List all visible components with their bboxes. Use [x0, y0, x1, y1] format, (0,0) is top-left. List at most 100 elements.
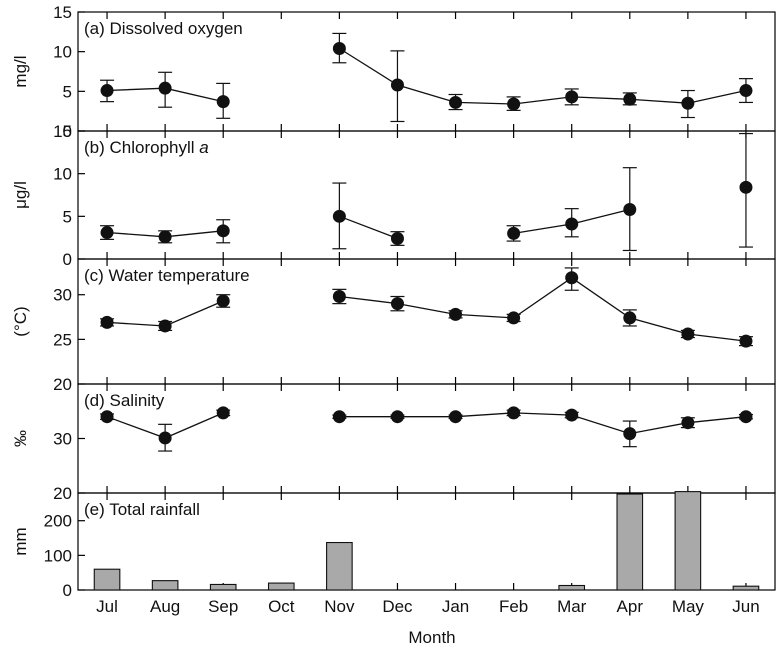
data-point	[449, 410, 463, 424]
data-point	[390, 232, 404, 246]
data-point	[100, 84, 114, 98]
data-point	[739, 180, 753, 194]
x-tick-label: Feb	[499, 597, 528, 616]
data-point	[681, 96, 695, 110]
y-tick-label: 5	[63, 207, 72, 226]
y-tick-label: 30	[53, 286, 72, 305]
rainfall-bar	[558, 584, 586, 591]
data-point	[216, 294, 230, 308]
panel-title: (a) Dissolved oxygen	[84, 19, 243, 38]
data-point	[507, 226, 521, 240]
x-axis: Jul Aug Sep Oct Nov Dec Jan Feb Mar Apr May Jun	[96, 597, 759, 616]
panel-title: (c) Water temperature	[84, 266, 250, 285]
data-point	[565, 90, 579, 104]
data-point	[332, 209, 346, 223]
data-point	[216, 224, 230, 238]
data-point	[507, 406, 521, 420]
y-tick-label: 0	[63, 250, 72, 269]
rainfall-bar	[151, 580, 179, 591]
data-point	[623, 311, 637, 325]
x-tick-label: Dec	[382, 597, 413, 616]
y-tick-label: 200	[44, 512, 72, 531]
data-point	[565, 408, 579, 422]
data-point	[158, 81, 172, 95]
data-point	[623, 92, 637, 106]
data-point	[158, 319, 172, 333]
data-point	[623, 427, 637, 441]
x-tick-label: Nov	[324, 597, 355, 616]
x-tick-label: Sep	[208, 597, 238, 616]
data-point	[739, 84, 753, 98]
data-point	[565, 217, 579, 231]
panel-frame	[77, 383, 776, 494]
series-line	[339, 47, 747, 105]
y-axis-label: mm	[11, 527, 30, 555]
panel-e: 0 100 200 (e) Total rainfall mm	[11, 491, 776, 600]
rainfall-bar	[93, 568, 121, 591]
y-tick-label: 30	[53, 430, 72, 449]
panel-title: (d) Salinity	[84, 391, 165, 410]
x-tick-label: Jul	[96, 597, 118, 616]
panel-title-text: (c) Water temperature	[84, 266, 250, 285]
rainfall-bar	[326, 541, 353, 591]
y-tick-label: 100	[44, 546, 72, 565]
rainfall-bar	[267, 582, 295, 591]
data-point	[332, 410, 346, 424]
data-point	[449, 95, 463, 109]
data-point	[739, 334, 753, 348]
data-point	[507, 311, 521, 325]
x-tick-label: Jan	[442, 597, 469, 616]
data-point	[100, 315, 114, 329]
x-tick-label: Jun	[732, 597, 759, 616]
y-axis-label: (°C)	[11, 306, 30, 336]
rainfall-bar	[209, 583, 237, 591]
data-point	[739, 410, 753, 424]
data-point	[449, 307, 463, 321]
data-point	[158, 230, 172, 244]
data-point	[681, 327, 695, 341]
rainfall-bar	[732, 585, 760, 591]
panel-d: 20 30 (d) Salinity ‰	[11, 383, 776, 503]
series-line	[339, 277, 747, 342]
y-tick-label: 20	[53, 484, 72, 503]
y-tick-label: 15	[53, 3, 72, 22]
x-tick-label: Aug	[150, 597, 180, 616]
x-tick-label: Oct	[268, 597, 295, 616]
data-point	[100, 410, 114, 424]
panel-a: 0 5 10 15 (a) Dissolved oxygen mg/l	[11, 3, 776, 141]
panel-title: (b) Chlorophyll a	[84, 138, 209, 157]
data-point	[332, 41, 346, 55]
data-point	[507, 97, 521, 111]
y-tick-label: 10	[53, 43, 72, 62]
panel-frame	[77, 492, 776, 591]
data-point	[390, 78, 404, 92]
y-tick-label: 25	[53, 330, 72, 349]
rainfall-bar	[616, 493, 644, 591]
data-point	[332, 290, 346, 303]
panel-title-text: (e) Total rainfall	[84, 500, 200, 519]
x-tick-label: May	[672, 597, 705, 616]
data-point	[100, 226, 114, 240]
panel-title-text: (d) Salinity	[84, 391, 165, 410]
y-tick-label: 15	[53, 122, 72, 141]
panel-title-text: (b) Chlorophyll	[84, 138, 199, 157]
data-point	[390, 410, 404, 424]
y-axis-label: μg/l	[11, 181, 30, 209]
y-tick-label: 0	[63, 122, 72, 141]
y-axis-label: ‰	[11, 430, 30, 447]
series-line	[339, 412, 747, 435]
panel-title-italic: a	[199, 138, 208, 157]
x-axis-label: Month	[408, 628, 455, 647]
x-tick-label: Apr	[617, 597, 644, 616]
data-point	[681, 416, 695, 430]
panel-title-text: (a) Dissolved oxygen	[84, 19, 243, 38]
chart-panels: 0 5 10 15 (a) Dissolved oxygen mg/l 0 5 10 15 (b) …	[11, 3, 776, 600]
panel-title: (e) Total rainfall	[84, 500, 200, 519]
y-tick-label: 0	[63, 581, 72, 600]
data-point	[158, 431, 172, 445]
data-point	[390, 297, 404, 311]
data-point	[216, 95, 230, 109]
data-point	[216, 406, 230, 420]
y-tick-label: 20	[53, 375, 72, 394]
